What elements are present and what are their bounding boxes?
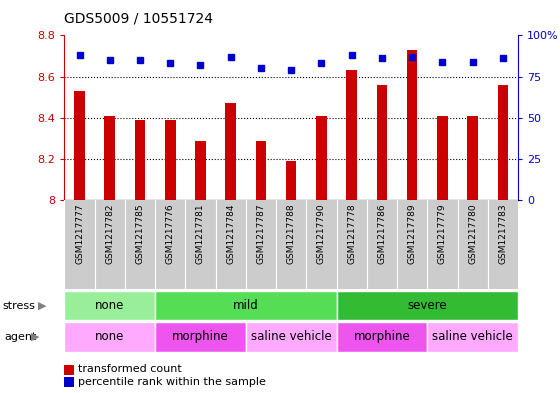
Text: GSM1217776: GSM1217776 [166, 203, 175, 264]
Text: GDS5009 / 10551724: GDS5009 / 10551724 [64, 12, 213, 26]
Text: percentile rank within the sample: percentile rank within the sample [78, 377, 266, 387]
Bar [468, 116, 478, 200]
Text: GSM1217782: GSM1217782 [105, 203, 114, 264]
Text: GSM1217788: GSM1217788 [287, 203, 296, 264]
Bar [498, 85, 508, 200]
Text: GSM1217787: GSM1217787 [256, 203, 265, 264]
Bar [407, 50, 417, 200]
Text: transformed count: transformed count [78, 364, 182, 375]
Bar [155, 322, 246, 352]
Text: morphine: morphine [353, 331, 410, 343]
Bar [286, 161, 296, 200]
Text: none: none [95, 331, 124, 343]
Bar [427, 322, 518, 352]
Bar [195, 141, 206, 200]
Bar [155, 291, 337, 320]
Text: GSM1217784: GSM1217784 [226, 203, 235, 264]
Bar [256, 141, 266, 200]
Text: agent: agent [4, 332, 37, 342]
Text: GSM1217777: GSM1217777 [75, 203, 84, 264]
Bar [347, 70, 357, 200]
Bar [105, 116, 115, 200]
Bar [316, 116, 326, 200]
Bar [226, 103, 236, 200]
Text: GSM1217778: GSM1217778 [347, 203, 356, 264]
Text: mild: mild [233, 299, 259, 312]
Text: GSM1217785: GSM1217785 [136, 203, 144, 264]
Bar [377, 85, 387, 200]
Text: ▶: ▶ [31, 332, 40, 342]
Text: GSM1217779: GSM1217779 [438, 203, 447, 264]
Text: GSM1217781: GSM1217781 [196, 203, 205, 264]
Bar [135, 120, 145, 200]
Bar [337, 291, 518, 320]
Text: morphine: morphine [172, 331, 229, 343]
Bar [246, 322, 337, 352]
Text: GSM1217783: GSM1217783 [498, 203, 507, 264]
Text: saline vehicle: saline vehicle [251, 331, 332, 343]
Text: saline vehicle: saline vehicle [432, 331, 513, 343]
Bar [74, 91, 85, 200]
Text: ▶: ▶ [38, 301, 46, 310]
Text: GSM1217786: GSM1217786 [377, 203, 386, 264]
Bar [64, 322, 155, 352]
Bar [64, 291, 155, 320]
Bar [337, 322, 427, 352]
Text: severe: severe [408, 299, 447, 312]
Text: GSM1217789: GSM1217789 [408, 203, 417, 264]
Bar [437, 116, 447, 200]
Text: none: none [95, 299, 124, 312]
Bar [165, 120, 175, 200]
Text: stress: stress [3, 301, 36, 310]
Text: GSM1217790: GSM1217790 [317, 203, 326, 264]
Text: GSM1217780: GSM1217780 [468, 203, 477, 264]
